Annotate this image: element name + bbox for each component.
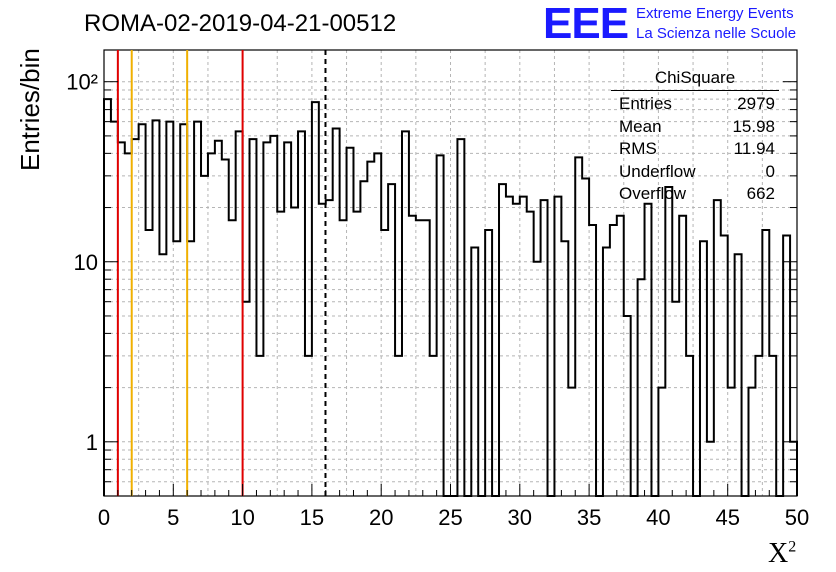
stats-value: 15.98: [732, 116, 775, 136]
histogram-series: [103, 98, 798, 497]
logo-line-1: Extreme Energy Events: [636, 5, 794, 22]
stats-row-underflow: Underflow 0: [611, 161, 779, 184]
x-tick-label: 10: [230, 505, 254, 530]
stats-value: 662: [746, 184, 775, 203]
stats-box: ChiSquare Entries 2979 Mean 15.98 RMS 11…: [611, 68, 779, 206]
x-tick-label: 5: [167, 505, 179, 530]
stats-label: Entries: [619, 94, 672, 113]
stats-label: Overflow: [619, 184, 687, 203]
x-tick-label: 20: [369, 505, 393, 530]
stats-label: Mean: [619, 116, 662, 136]
stats-label: RMS: [619, 139, 657, 158]
stats-label: Underflow: [619, 161, 696, 181]
x-tick-label: 35: [577, 505, 601, 530]
x-tick-label: 25: [438, 505, 462, 530]
x-tick-label: 15: [300, 505, 324, 530]
eee-logo: EEE: [543, 0, 629, 48]
x-tick-label: 30: [508, 505, 532, 530]
run-title: ROMA-02-2019-04-21-00512: [84, 10, 397, 37]
stats-row-overflow: Overflow 662: [611, 183, 779, 206]
x-axis-title: X2: [768, 538, 797, 569]
stats-title: ChiSquare: [611, 68, 779, 91]
stats-row-mean: Mean 15.98: [611, 116, 779, 139]
x-tick-label: 45: [715, 505, 739, 530]
y-axis-title: Entries/bin: [15, 48, 45, 171]
stats-value: 2979: [737, 94, 775, 113]
logo-line-2: La Scienza nelle Scuole: [636, 25, 797, 42]
y-tick-label: 1: [86, 430, 98, 455]
stats-row-entries: Entries 2979: [611, 93, 779, 116]
stats-value: 0: [765, 161, 775, 181]
y-tick-label: 10²: [66, 70, 98, 95]
stats-row-rms: RMS 11.94: [611, 138, 779, 161]
y-tick-label: 10: [74, 250, 98, 275]
stats-value: 11.94: [733, 139, 775, 158]
x-tick-label: 40: [646, 505, 670, 530]
x-tick-label: 0: [98, 505, 110, 530]
x-tick-label: 50: [785, 505, 809, 530]
